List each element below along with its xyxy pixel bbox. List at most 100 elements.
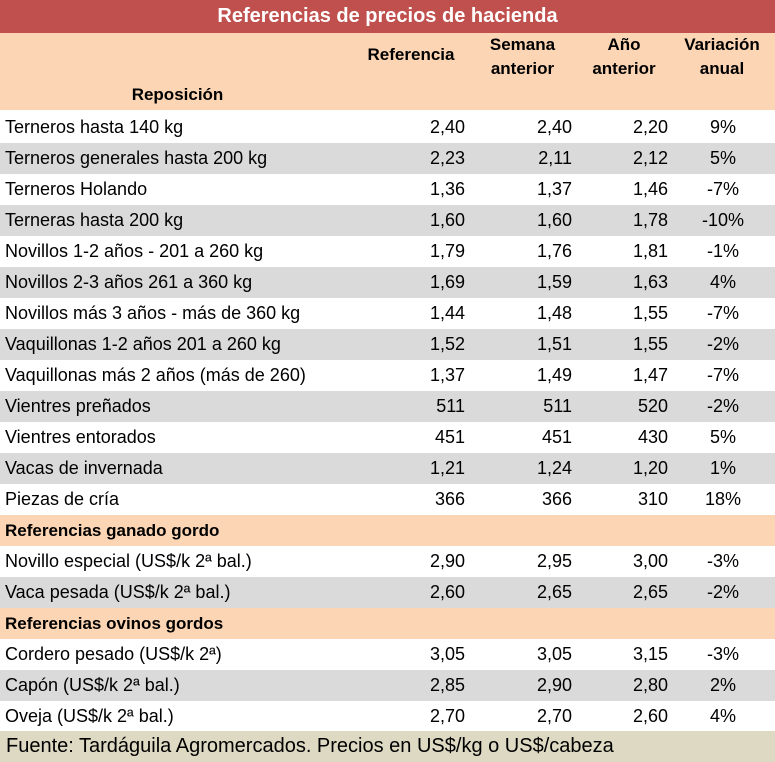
cell-referencia: 1,44 bbox=[429, 303, 465, 323]
cell-variacion-anual: 5% bbox=[709, 427, 736, 447]
cell-variacion-anual: -2% bbox=[706, 396, 739, 416]
cell-anio-anterior: 1,78 bbox=[632, 210, 668, 230]
cell-semana-anterior: 366 bbox=[541, 489, 572, 509]
cell-semana-anterior: 1,59 bbox=[536, 272, 572, 292]
cell-variacion-anual: 1% bbox=[709, 458, 736, 478]
cell-anio-anterior: 520 bbox=[637, 396, 668, 416]
table-row: Capón (US$/k 2ª bal.) 2,85 2,90 2,80 2% bbox=[0, 670, 775, 701]
section-label: Referencias ovinos gordos bbox=[5, 614, 224, 633]
cell-referencia: 1,37 bbox=[429, 365, 465, 385]
cell-referencia: 2,70 bbox=[429, 706, 465, 726]
cell-variacion-anual: -1% bbox=[706, 241, 739, 261]
header-semana-anterior: Semana anterior bbox=[475, 33, 570, 81]
cell-anio-anterior: 1,55 bbox=[632, 303, 668, 323]
table-row: Vientres entorados 451 451 430 5% bbox=[0, 422, 775, 453]
cell-referencia: 1,79 bbox=[429, 241, 465, 261]
cell-anio-anterior: 3,15 bbox=[632, 644, 668, 664]
cell-semana-anterior: 1,60 bbox=[536, 210, 572, 230]
cell-variacion-anual: 5% bbox=[709, 148, 736, 168]
table-row: Piezas de cría 366 366 310 18% bbox=[0, 484, 775, 515]
row-label: Novillo especial (US$/k 2ª bal.) bbox=[5, 551, 252, 571]
row-label: Terneras hasta 200 kg bbox=[5, 210, 184, 230]
row-label: Oveja (US$/k 2ª bal.) bbox=[5, 706, 174, 726]
cell-semana-anterior: 2,40 bbox=[536, 117, 572, 137]
cell-semana-anterior: 3,05 bbox=[536, 644, 572, 664]
table-row: Terneras hasta 200 kg 1,60 1,60 1,78 -10% bbox=[0, 205, 775, 236]
cell-semana-anterior: 1,37 bbox=[536, 179, 572, 199]
table-row: Vaquillonas 1-2 años 201 a 260 kg 1,52 1,5… bbox=[0, 329, 775, 360]
table-title: Referencias de precios de hacienda bbox=[0, 0, 775, 33]
cell-anio-anterior: 2,20 bbox=[632, 117, 668, 137]
cell-semana-anterior: 2,11 bbox=[538, 148, 572, 168]
row-label: Cordero pesado (US$/k 2ª) bbox=[5, 644, 222, 664]
section-row: Referencias ovinos gordos bbox=[0, 608, 775, 639]
header-variacion-line2: anual bbox=[699, 59, 745, 78]
cell-anio-anterior: 1,81 bbox=[632, 241, 668, 261]
cell-anio-anterior: 2,12 bbox=[632, 148, 668, 168]
table-row: Vacas de invernada 1,21 1,24 1,20 1% bbox=[0, 453, 775, 484]
cell-anio-anterior: 1,46 bbox=[632, 179, 668, 199]
cell-semana-anterior: 451 bbox=[541, 427, 572, 447]
cell-referencia: 366 bbox=[434, 489, 465, 509]
cell-semana-anterior: 2,70 bbox=[536, 706, 572, 726]
header-anio-line2: anterior bbox=[592, 59, 656, 78]
cell-anio-anterior: 2,60 bbox=[632, 706, 668, 726]
row-label: Novillos 1-2 años - 201 a 260 kg bbox=[5, 241, 264, 261]
section-row: Referencias ganado gordo bbox=[0, 515, 775, 546]
cell-anio-anterior: 2,80 bbox=[632, 675, 668, 695]
cell-referencia: 1,36 bbox=[429, 179, 465, 199]
row-label: Terneros generales hasta 200 kg bbox=[5, 148, 268, 168]
table-row: Novillos 2-3 años 261 a 360 kg 1,69 1,59 1,… bbox=[0, 267, 775, 298]
cell-semana-anterior: 1,24 bbox=[536, 458, 572, 478]
cell-semana-anterior: 511 bbox=[543, 396, 572, 416]
cell-referencia: 1,52 bbox=[429, 334, 465, 354]
row-label: Vaca pesada (US$/k 2ª bal.) bbox=[5, 582, 231, 602]
cell-variacion-anual: 4% bbox=[709, 706, 736, 726]
header-anio-anterior: Año anterior bbox=[578, 33, 670, 81]
cell-variacion-anual: 2% bbox=[709, 675, 736, 695]
header-referencia: Referencia bbox=[367, 45, 455, 64]
row-label: Piezas de cría bbox=[5, 489, 120, 509]
row-label: Terneros hasta 140 kg bbox=[5, 117, 184, 137]
cell-referencia: 2,23 bbox=[429, 148, 465, 168]
row-label: Novillos 2-3 años 261 a 360 kg bbox=[5, 272, 253, 292]
table-row: Terneros Holando 1,36 1,37 1,46 -7% bbox=[0, 174, 775, 205]
cell-referencia: 1,60 bbox=[429, 210, 465, 230]
cell-semana-anterior: 2,90 bbox=[536, 675, 572, 695]
table-footer: Fuente: Tardáguila Agromercados. Precios… bbox=[0, 731, 775, 762]
row-label: Vaquillonas más 2 años (más de 260) bbox=[5, 365, 306, 385]
cell-anio-anterior: 1,47 bbox=[632, 365, 668, 385]
cell-referencia: 2,60 bbox=[429, 582, 465, 602]
table-row: Terneros generales hasta 200 kg 2,23 2,11 2… bbox=[0, 143, 775, 174]
cell-semana-anterior: 1,48 bbox=[536, 303, 572, 323]
table-row: Vientres preñados 511 511 520 -2% bbox=[0, 391, 775, 422]
cell-semana-anterior: 2,95 bbox=[536, 551, 572, 571]
header-variacion-anual: Variación anual bbox=[672, 33, 772, 81]
table-row: Cordero pesado (US$/k 2ª) 3,05 3,05 3,15 -3% bbox=[0, 639, 775, 670]
row-label: Novillos más 3 años - más de 360 kg bbox=[5, 303, 301, 323]
cell-variacion-anual: -3% bbox=[706, 551, 739, 571]
cell-referencia: 451 bbox=[434, 427, 465, 447]
header-semana-line1: Semana bbox=[489, 35, 556, 54]
cell-variacion-anual: 4% bbox=[709, 272, 736, 292]
cell-anio-anterior: 2,65 bbox=[632, 582, 668, 602]
cell-anio-anterior: 1,20 bbox=[632, 458, 668, 478]
table-row: Novillos más 3 años - más de 360 kg 1,44 1… bbox=[0, 298, 775, 329]
header-reposicion: Reposición bbox=[131, 85, 224, 104]
cell-semana-anterior: 1,51 bbox=[536, 334, 572, 354]
row-label: Terneros Holando bbox=[5, 179, 148, 199]
cell-referencia: 2,40 bbox=[429, 117, 465, 137]
cell-semana-anterior: 1,76 bbox=[536, 241, 572, 261]
cell-variacion-anual: -2% bbox=[706, 582, 739, 602]
table-body: Terneros hasta 140 kg 2,40 2,40 2,20 9% Terne… bbox=[0, 112, 775, 732]
header-anio-line1: Año bbox=[607, 35, 641, 54]
cell-referencia: 3,05 bbox=[429, 644, 465, 664]
cell-variacion-anual: 9% bbox=[709, 117, 736, 137]
header-variacion-line1: Variación bbox=[684, 35, 760, 54]
cell-variacion-anual: -7% bbox=[706, 179, 739, 199]
cell-anio-anterior: 310 bbox=[637, 489, 668, 509]
row-label: Vientres entorados bbox=[5, 427, 156, 447]
table-row: Novillo especial (US$/k 2ª bal.) 2,90 2,95… bbox=[0, 546, 775, 577]
cell-variacion-anual: -7% bbox=[706, 303, 739, 323]
